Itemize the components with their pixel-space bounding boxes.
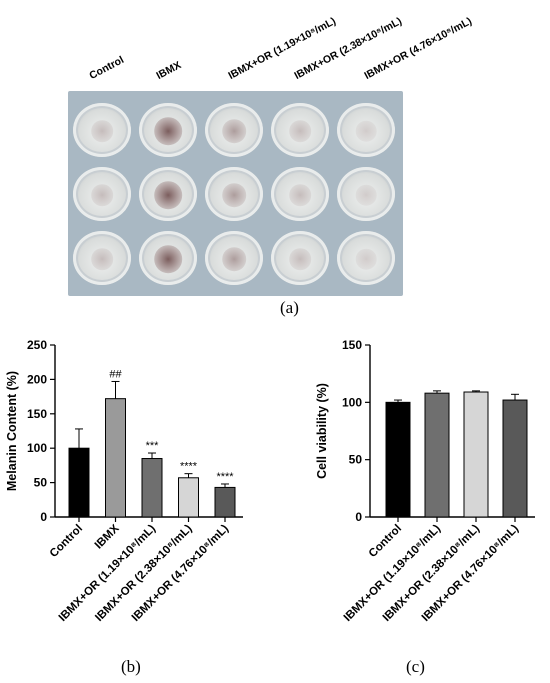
panel-a-caption: (a): [280, 298, 299, 317]
pigment-spot: [222, 247, 246, 271]
well: [271, 103, 329, 157]
x-tick-label: Control: [367, 523, 404, 560]
bar: [463, 391, 489, 518]
bar: [105, 398, 126, 518]
significance-label: ***: [146, 440, 160, 452]
pigment-spot: [154, 181, 182, 209]
melanin-content-chart: 0 50 100 150 200 250 Melanin Content (%) Contro…: [5, 338, 243, 624]
y-axis-title: Melanin Content (%): [5, 371, 19, 491]
well: [139, 167, 197, 221]
y-tick-label: 0: [40, 510, 47, 524]
well: [73, 103, 131, 157]
well-plate-photo: [68, 91, 403, 296]
pigment-spot: [91, 248, 113, 270]
significance-label: ****: [216, 471, 234, 483]
x-tick-label: Control: [48, 523, 85, 560]
bar: [178, 477, 199, 518]
well: [337, 231, 395, 285]
pigment-spot: [154, 117, 182, 145]
well: [73, 231, 131, 285]
plate-column-label: IBMX: [154, 59, 184, 82]
bar: [68, 447, 90, 518]
y-tick-label: 200: [27, 372, 47, 386]
well: [205, 231, 263, 285]
bar: [385, 401, 411, 518]
well: [337, 103, 395, 157]
pigment-spot: [355, 184, 377, 206]
well: [205, 103, 263, 157]
pigment-spot: [154, 245, 182, 273]
y-tick-label: 150: [342, 338, 362, 352]
y-axis-title: Cell viability (%): [315, 383, 329, 479]
y-tick-label: 100: [27, 441, 47, 455]
bar: [141, 458, 163, 518]
y-tick-label: 0: [355, 510, 362, 524]
pigment-spot: [289, 248, 311, 270]
well: [73, 167, 131, 221]
well: [337, 167, 395, 221]
panel-b-caption: (b): [121, 657, 141, 676]
y-tick-label: 150: [27, 407, 47, 421]
panel-c-caption: (c): [406, 657, 425, 676]
x-tick-label: IBMX: [93, 522, 122, 551]
pigment-spot: [355, 120, 377, 142]
pigment-spot: [289, 120, 311, 142]
pigment-spot: [222, 183, 246, 207]
significance-label: ****: [180, 461, 198, 473]
pigment-spot: [91, 184, 113, 206]
well: [271, 167, 329, 221]
y-tick-label: 50: [349, 453, 363, 467]
y-tick-label: 100: [342, 395, 362, 409]
plate-column-label: IBMX+OR (2.38×10⁸/mL): [292, 15, 404, 82]
well: [205, 167, 263, 221]
bar: [424, 392, 450, 518]
bar: [214, 486, 236, 518]
pigment-spot: [91, 120, 113, 142]
significance-label: ##: [109, 368, 122, 380]
bar: [502, 399, 528, 518]
plate-column-label: IBMX+OR (1.19×10⁸/mL): [226, 15, 338, 82]
well: [139, 103, 197, 157]
y-tick-label: 250: [27, 338, 47, 352]
well: [271, 231, 329, 285]
y-tick-label: 50: [34, 476, 48, 490]
pigment-spot: [355, 248, 377, 270]
pigment-spot: [289, 184, 311, 206]
pigment-spot: [222, 119, 246, 143]
plate-column-label: Control: [87, 53, 126, 82]
well: [139, 231, 197, 285]
